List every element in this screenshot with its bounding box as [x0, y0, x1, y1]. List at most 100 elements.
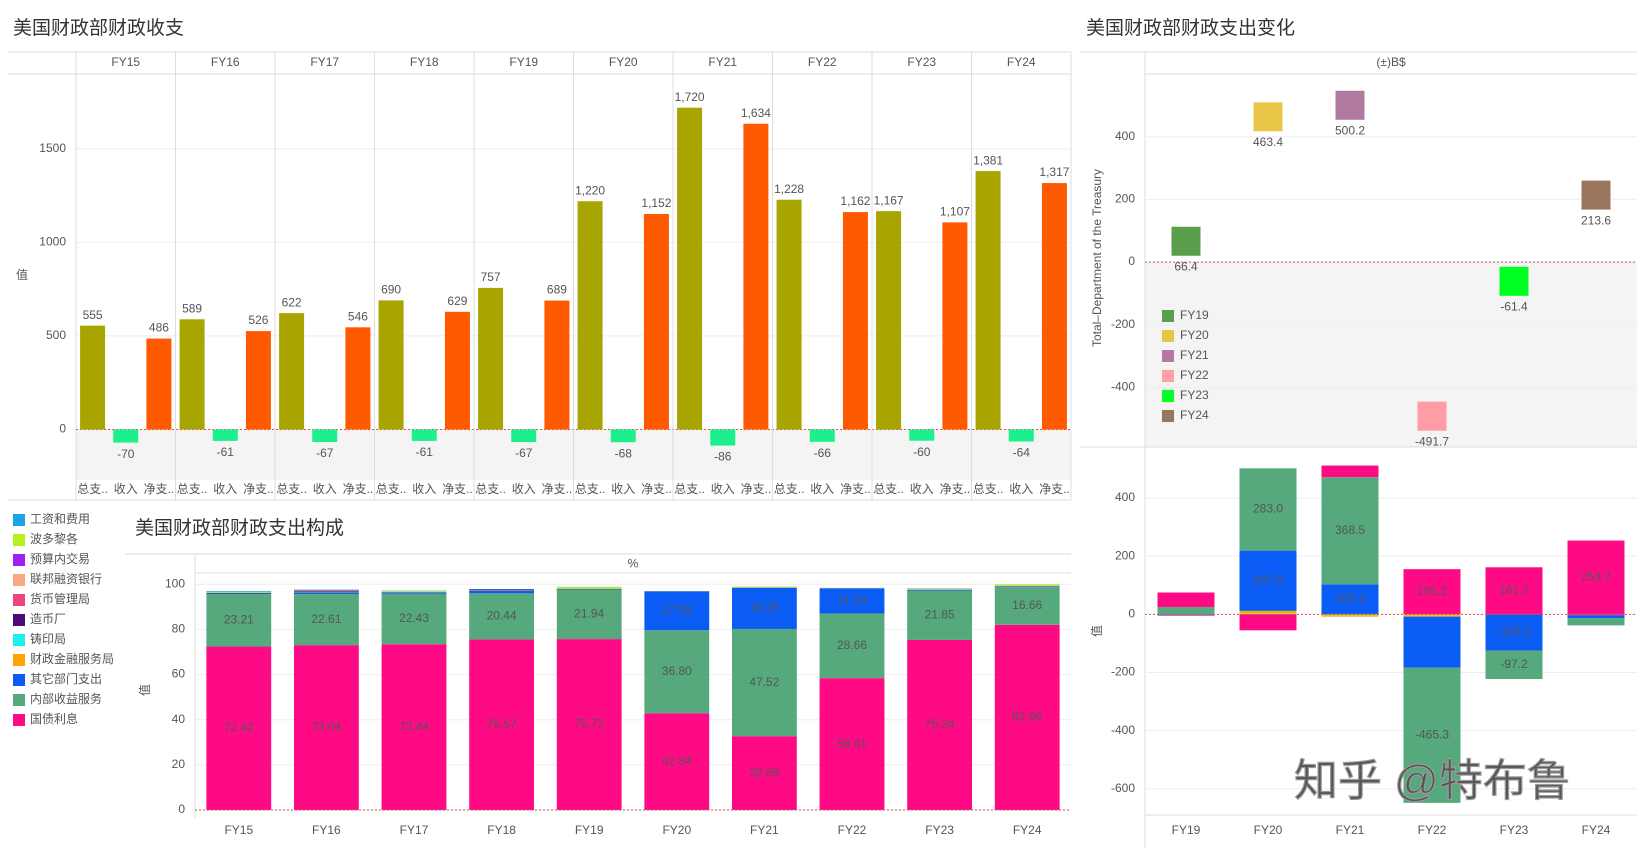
data-label: 1,634: [741, 106, 771, 120]
bar-segment: [1567, 618, 1625, 626]
bar: [1008, 429, 1034, 442]
legend-label: 造币厂: [30, 612, 66, 626]
data-label: 757: [481, 270, 501, 284]
data-label: 73.44: [399, 719, 429, 733]
bar-segment: [907, 639, 973, 810]
bar-segment: [644, 630, 710, 714]
bar-segment: [293, 592, 359, 595]
bar: [975, 171, 1001, 430]
legend-swatch: [13, 614, 25, 626]
bar: [179, 319, 205, 430]
bar: [212, 429, 238, 441]
bar: [478, 287, 504, 430]
bar-segment: [469, 639, 535, 810]
bar-segment: [1485, 650, 1543, 679]
legend-label: 工资和费用: [30, 512, 90, 526]
y-tick-label: 1000: [39, 235, 66, 249]
x-tick-label: FY21: [1336, 823, 1365, 837]
bar: [444, 311, 470, 430]
x-tick-label: FY15: [224, 823, 253, 837]
panel-label: FY20: [609, 55, 638, 69]
bar-segment: [1157, 614, 1215, 616]
data-label: 155.2: [1417, 584, 1447, 598]
y-tick-label: 0: [178, 802, 185, 816]
legend-swatch: [1162, 410, 1174, 422]
x-tick-label: 收入: [512, 482, 536, 496]
data-label: -60: [913, 445, 931, 459]
bar-segment: [1157, 607, 1215, 615]
y-tick-label: 40: [172, 712, 186, 726]
data-label: -86: [714, 450, 732, 464]
data-label: 73.04: [311, 720, 341, 734]
bar: [743, 123, 769, 430]
y-tick-label: 0: [1128, 606, 1135, 620]
panel-label: FY23: [907, 55, 936, 69]
x-tick-label: 总支..: [475, 482, 506, 496]
data-label: 1,220: [575, 183, 605, 197]
legend-label: FY22: [1180, 368, 1209, 382]
data-label: -125.1: [1497, 625, 1531, 639]
panel-label: FY24: [1007, 55, 1036, 69]
bar: [776, 199, 802, 430]
panel-label: FY16: [211, 55, 240, 69]
bar-segment: [469, 593, 535, 640]
x-tick-label: FY17: [400, 823, 429, 837]
data-label: 368.5: [1335, 523, 1365, 537]
bar: [113, 429, 139, 443]
bar-segment: [293, 591, 359, 592]
legend-label: FY21: [1180, 348, 1209, 362]
bar-segment: [1321, 615, 1379, 617]
panel-label: FY15: [111, 55, 140, 69]
marker: [1171, 226, 1201, 256]
data-label: 66.4: [1174, 259, 1198, 273]
data-label: 500.2: [1335, 123, 1365, 137]
y-tick-label: 200: [1115, 192, 1135, 206]
data-label: -491.7: [1415, 434, 1449, 448]
data-label: 21.94: [574, 607, 604, 621]
bar-segment: [556, 639, 622, 810]
data-label: 555: [83, 308, 103, 322]
x-tick-label: FY20: [1254, 823, 1283, 837]
bar: [345, 327, 371, 430]
data-label: 1,167: [874, 193, 904, 207]
x-tick-label: 净支..: [840, 482, 871, 496]
y-tick-label: 500: [46, 328, 66, 342]
legend-swatch: [13, 694, 25, 706]
data-label: 21.85: [925, 607, 955, 621]
data-label: 1,720: [675, 90, 705, 104]
data-label: -61.4: [1500, 299, 1528, 313]
data-label: 103.1: [1335, 592, 1365, 606]
bar: [146, 338, 172, 430]
bar-segment: [206, 590, 272, 592]
x-tick-label: 净支..: [243, 482, 274, 496]
x-tick-label: 收入: [1009, 482, 1033, 496]
data-label: 17.28: [662, 603, 692, 617]
panel-label: FY19: [509, 55, 538, 69]
bar-segment: [731, 586, 797, 588]
bar-segment: [381, 593, 447, 645]
legend-swatch: [1162, 330, 1174, 342]
bar: [876, 211, 902, 430]
data-label: 16.66: [1012, 598, 1042, 612]
bar: [1041, 183, 1067, 430]
bar: [610, 429, 636, 443]
data-label: 75.57: [487, 717, 517, 731]
y-axis-label: Total–Department of the Treasury: [1090, 169, 1104, 347]
legend-label: 内部收益服务: [30, 691, 102, 706]
data-label: -67: [515, 446, 533, 460]
x-tick-label: FY21: [750, 823, 779, 837]
watermark: 知乎 @特布鲁: [1294, 757, 1571, 806]
bar: [809, 429, 835, 442]
x-tick-label: 净支..: [641, 482, 672, 496]
x-tick-label: 收入: [114, 482, 138, 496]
x-tick-label: 收入: [910, 482, 934, 496]
bar-segment: [1485, 614, 1543, 651]
legend-swatch: [13, 574, 25, 586]
bar-segment: [556, 589, 622, 640]
marker: [1499, 266, 1529, 296]
bar-segment: [907, 589, 973, 591]
data-label: 1,381: [973, 153, 1003, 167]
bar-segment: [293, 594, 359, 646]
legend-label: 波多黎各: [30, 531, 78, 546]
x-tick-label: 总支..: [973, 482, 1004, 496]
